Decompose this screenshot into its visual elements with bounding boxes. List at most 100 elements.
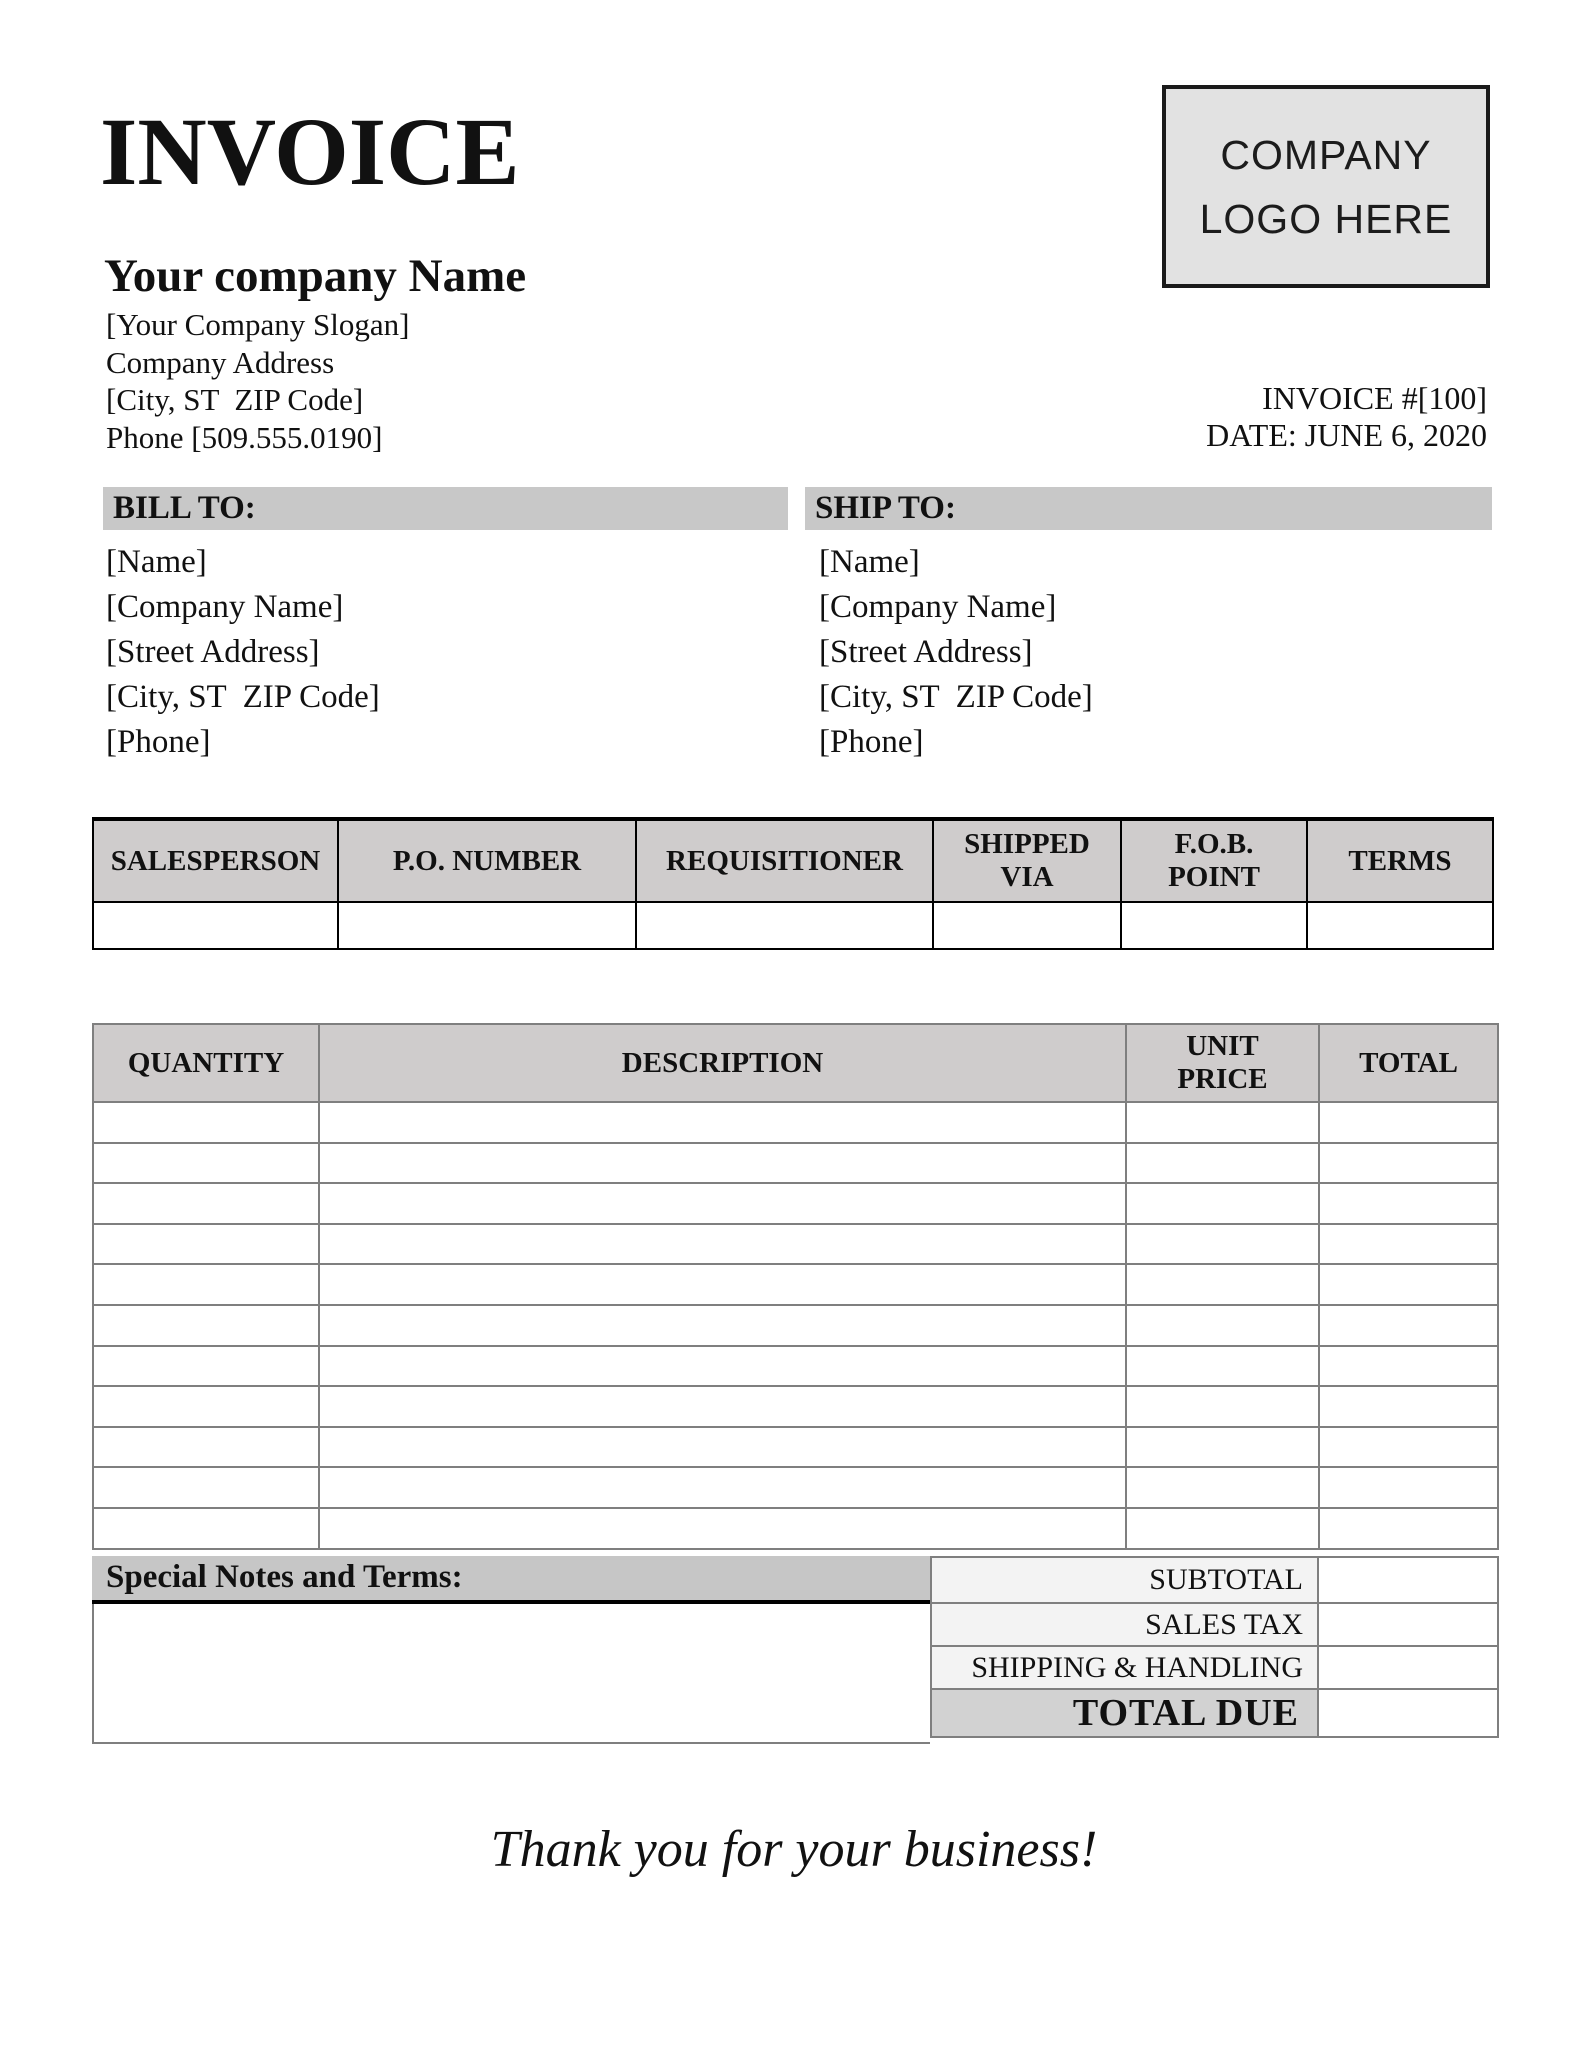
ship-to-name[interactable]: [Name]	[819, 544, 920, 580]
special-notes-header: Special Notes and Terms:	[92, 1556, 930, 1604]
totals-table: SUBTOTAL SALES TAX SHIPPING & HANDLING T…	[930, 1556, 1499, 1738]
items-cell[interactable]	[1318, 1222, 1499, 1266]
bill-to-company[interactable]: [Company Name]	[106, 589, 344, 625]
logo-text-line1: COMPANY	[1220, 131, 1432, 178]
items-cell[interactable]	[92, 1263, 320, 1306]
bill-to-street[interactable]: [Street Address]	[106, 634, 320, 670]
items-cell[interactable]	[1318, 1141, 1499, 1185]
column-header-total: TOTAL	[1318, 1023, 1499, 1103]
items-cell[interactable]	[1125, 1303, 1320, 1347]
items-cell[interactable]	[92, 1182, 320, 1225]
items-cell[interactable]	[318, 1303, 1127, 1347]
fob-point-cell[interactable]	[1120, 901, 1308, 950]
items-cell[interactable]	[318, 1263, 1127, 1306]
company-address[interactable]: Company Address	[106, 344, 335, 380]
items-cell[interactable]	[1125, 1182, 1320, 1225]
sales-tax-value-cell[interactable]	[1317, 1602, 1499, 1647]
items-cell[interactable]	[1318, 1344, 1499, 1388]
ship-to-phone[interactable]: [Phone]	[819, 724, 924, 760]
invoice-date[interactable]: DATE: JUNE 6, 2020	[1206, 417, 1487, 453]
items-empty-row	[92, 1385, 1499, 1428]
column-header-quantity: QUANTITY	[92, 1023, 320, 1103]
items-cell[interactable]	[1318, 1263, 1499, 1306]
items-empty-row	[92, 1141, 1499, 1185]
column-header-description: DESCRIPTION	[318, 1023, 1127, 1103]
shipping-handling-label: SHIPPING & HANDLING	[930, 1645, 1319, 1690]
items-cell[interactable]	[1318, 1385, 1499, 1428]
items-cell[interactable]	[318, 1425, 1127, 1469]
ship-to-city[interactable]: [City, ST ZIP Code]	[819, 679, 1093, 715]
company-logo-placeholder[interactable]: COMPANY LOGO HERE	[1162, 85, 1490, 288]
invoice-number[interactable]: INVOICE #[100]	[1262, 380, 1487, 416]
total-due-value-cell[interactable]	[1317, 1688, 1499, 1738]
bill-to-city[interactable]: [City, ST ZIP Code]	[106, 679, 380, 715]
items-cell[interactable]	[1125, 1466, 1320, 1509]
special-notes-area[interactable]	[92, 1604, 930, 1744]
items-cell[interactable]	[1125, 1425, 1320, 1469]
items-cell[interactable]	[1318, 1101, 1499, 1144]
items-cell[interactable]	[92, 1466, 320, 1509]
items-cell[interactable]	[1125, 1101, 1320, 1144]
requisitioner-cell[interactable]	[635, 901, 934, 950]
items-cell[interactable]	[318, 1385, 1127, 1428]
company-city-line[interactable]: [City, ST ZIP Code]	[106, 382, 364, 417]
invoice-meta-block: INVOICE #[100] DATE: JUNE 6, 2020	[1206, 380, 1487, 454]
items-cell[interactable]	[92, 1222, 320, 1266]
bill-to-name[interactable]: [Name]	[106, 544, 207, 580]
items-cell[interactable]	[1318, 1466, 1499, 1509]
items-cell[interactable]	[1318, 1506, 1499, 1550]
items-cell[interactable]	[1125, 1263, 1320, 1306]
items-cell[interactable]	[318, 1506, 1127, 1550]
company-slogan[interactable]: [Your Company Slogan]	[106, 307, 410, 342]
items-empty-row	[92, 1222, 1499, 1266]
items-cell[interactable]	[1125, 1344, 1320, 1388]
page-title: INVOICE	[100, 98, 520, 205]
items-cell[interactable]	[1125, 1141, 1320, 1185]
ship-to-company[interactable]: [Company Name]	[819, 589, 1057, 625]
items-cell[interactable]	[318, 1141, 1127, 1185]
items-cell[interactable]	[92, 1506, 320, 1550]
company-phone-line[interactable]: Phone [509.555.0190]	[106, 419, 383, 455]
items-cell[interactable]	[1125, 1222, 1320, 1266]
items-cell[interactable]	[1125, 1506, 1320, 1550]
terms-cell[interactable]	[1306, 901, 1494, 950]
items-cell[interactable]	[92, 1303, 320, 1347]
shipped-via-cell[interactable]	[932, 901, 1122, 950]
po-number-cell[interactable]	[337, 901, 637, 950]
items-cell[interactable]	[1318, 1182, 1499, 1225]
bill-to-phone[interactable]: [Phone]	[106, 724, 211, 760]
items-cell[interactable]	[92, 1101, 320, 1144]
items-empty-row	[92, 1303, 1499, 1347]
salesperson-cell[interactable]	[92, 901, 339, 950]
thank-you-message: Thank you for your business!	[490, 1821, 1098, 1878]
subtotal-value-cell[interactable]	[1317, 1556, 1499, 1604]
items-cell[interactable]	[1318, 1425, 1499, 1469]
column-header-fob-point: F.O.B. POINT	[1120, 818, 1308, 903]
items-cell[interactable]	[92, 1425, 320, 1469]
items-cell[interactable]	[318, 1182, 1127, 1225]
shipping-handling-value-cell[interactable]	[1317, 1645, 1499, 1690]
items-cell[interactable]	[1125, 1385, 1320, 1428]
sales-tax-row: SALES TAX	[930, 1602, 1499, 1647]
items-cell[interactable]	[318, 1344, 1127, 1388]
column-header-terms: TERMS	[1306, 818, 1494, 903]
items-cell[interactable]	[92, 1344, 320, 1388]
items-cell[interactable]	[318, 1101, 1127, 1144]
order-info-table: SALESPERSON P.O. NUMBER REQUISITIONER SH…	[92, 817, 1494, 950]
ship-to-header: SHIP TO:	[805, 487, 1492, 530]
items-cell[interactable]	[1318, 1303, 1499, 1347]
ship-to-street[interactable]: [Street Address]	[819, 634, 1033, 670]
items-cell[interactable]	[318, 1466, 1127, 1509]
items-cell[interactable]	[318, 1222, 1127, 1266]
items-empty-row	[92, 1263, 1499, 1306]
items-empty-row	[92, 1506, 1499, 1550]
items-cell[interactable]	[92, 1141, 320, 1185]
company-info-block: [Your Company Slogan] Company Address [C…	[106, 306, 409, 456]
total-due-label: TOTAL DUE	[930, 1688, 1319, 1738]
items-cell[interactable]	[92, 1385, 320, 1428]
logo-text-line2: LOGO HERE	[1199, 195, 1453, 242]
shipping-handling-row: SHIPPING & HANDLING	[930, 1645, 1499, 1690]
items-empty-row	[92, 1425, 1499, 1469]
items-empty-row	[92, 1182, 1499, 1225]
company-name[interactable]: Your company Name	[104, 250, 527, 302]
